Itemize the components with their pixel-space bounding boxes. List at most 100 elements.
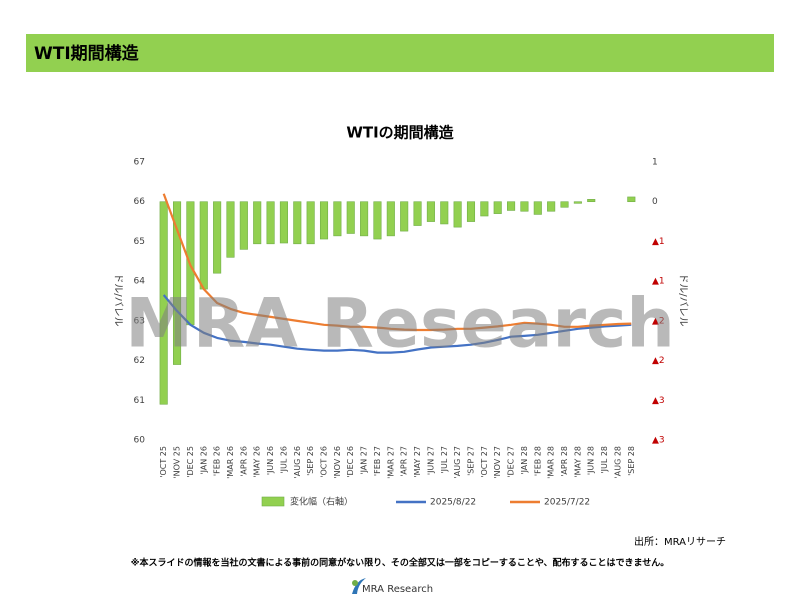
y2-tick-label: 0 [652,197,658,207]
bar [400,201,409,232]
bar [507,201,516,211]
x-tick-label: 'DEC 27 [507,446,516,478]
bar [346,201,355,234]
y2-tick-label: ▲3 [652,436,665,446]
y-tick-label: 60 [134,436,146,446]
x-tick-label: 'MAR 26 [226,446,235,479]
x-tick-label: 'JAN 28 [520,446,529,475]
y2-tick-label: ▲3 [652,396,665,406]
header-title: WTI期間構造 [34,43,140,64]
x-tick-label: 'AUG 26 [293,446,302,478]
bar [266,201,275,245]
x-tick-label: 'JUL 26 [279,446,288,474]
x-tick-label: 'FEB 26 [213,446,222,476]
bar [226,201,235,258]
legend-label: 2025/8/22 [430,498,476,508]
bar [520,201,529,212]
bar [587,199,596,203]
x-tick-label: 'JAN 26 [199,446,208,475]
bar [480,201,489,217]
x-tick-label: 'OCT 25 [159,446,168,478]
bar [360,201,369,237]
bar [413,201,422,226]
legend-label: 変化幅（右軸） [290,496,353,508]
plot: 60 61 62 63 64 65 66 67 ▲3 ▲3 ▲2 ▲2 ▲1 ▲1 0 1 'OCT 25 'NO… [134,158,665,508]
bar [306,201,315,245]
y-tick-label: 63 [134,316,145,326]
bar [573,201,582,204]
bar [279,201,288,244]
y2-tick-label: ▲2 [652,316,665,326]
x-tick-label: 'JUN 26 [266,446,275,475]
x-tick-label: 'DEC 26 [346,446,355,478]
bar [373,201,382,240]
x-tick-label: 'MAR 28 [547,446,556,479]
bar [533,201,542,215]
x-tick-label: 'FEB 28 [533,446,542,476]
disclaimer: ※本スライドの情報を当社の文書による事前の同意がない限り、その全部又は一部をコピ… [131,557,670,569]
header-bar [26,34,774,72]
y-tick-label: 66 [134,197,146,207]
y-tick-label: 67 [134,158,145,168]
x-tick-label: 'NOV 27 [493,446,502,479]
bar [173,201,182,365]
y-tick-label: 61 [134,396,145,406]
legend-swatch [261,496,285,507]
x-tick-label: 'APR 26 [239,446,248,477]
y-axis-title: ドル/バレル [112,273,124,326]
source: 出所：MRAリサーチ [634,535,726,548]
bar [440,201,449,225]
bar [213,201,222,274]
bar [627,196,636,203]
x-tick-label: 'APR 28 [560,446,569,477]
bar [493,201,502,214]
bar [386,201,395,237]
bar [560,201,569,208]
x-tick-label: 'JUN 28 [587,446,596,475]
bar [253,201,262,245]
x-tick-label: 'JUN 27 [426,446,435,475]
x-tick-label: 'APR 27 [400,446,409,477]
x-tick-label: 'AUG 28 [613,446,622,478]
x-tick-label: 'SEP 26 [306,446,315,476]
x-tick-label: 'JUL 28 [600,446,609,474]
bar [453,201,462,228]
logo-icon [352,578,366,594]
x-tick-label: 'MAR 27 [386,446,395,479]
y2-tick-label: ▲1 [652,277,665,287]
line [162,193,632,332]
y2-tick-label: ▲1 [652,237,665,247]
x-tick-label: 'FEB 27 [373,446,382,476]
bar [466,201,476,222]
bar [293,201,302,245]
x-tick-label: 'AUG 27 [453,446,462,478]
bar [319,201,329,240]
y-tick-label: 64 [134,277,146,287]
bar [333,201,342,237]
y2-axis-title: ドル/バレル [677,273,689,326]
bar [426,201,435,222]
watermark: MRA Research [125,285,675,364]
legend-label: 2025/7/22 [544,498,590,508]
chart-title: WTIの期間構造 [346,124,453,142]
x-tick-label: 'OCT 26 [320,446,329,478]
bar [159,201,168,405]
x-tick-label: 'OCT 27 [480,446,489,478]
x-tick-label: 'MAY 27 [413,446,422,478]
y2-tick-label: 1 [652,158,658,168]
logo-text: MRA Research [362,584,433,595]
x-tick-label: 'JUL 27 [440,446,449,474]
x-tick-label: 'JAN 27 [360,446,369,475]
y-tick-label: 62 [134,356,145,366]
x-tick-label: 'MAY 28 [573,446,582,478]
y2-tick-label: ▲2 [652,356,665,366]
x-tick-label: 'SEP 27 [466,446,475,476]
logo-dot [352,580,358,586]
line [162,294,632,354]
x-tick-label: 'NOV 26 [333,446,342,479]
bar [547,201,556,212]
bar [199,201,208,290]
y-tick-label: 65 [134,237,145,247]
